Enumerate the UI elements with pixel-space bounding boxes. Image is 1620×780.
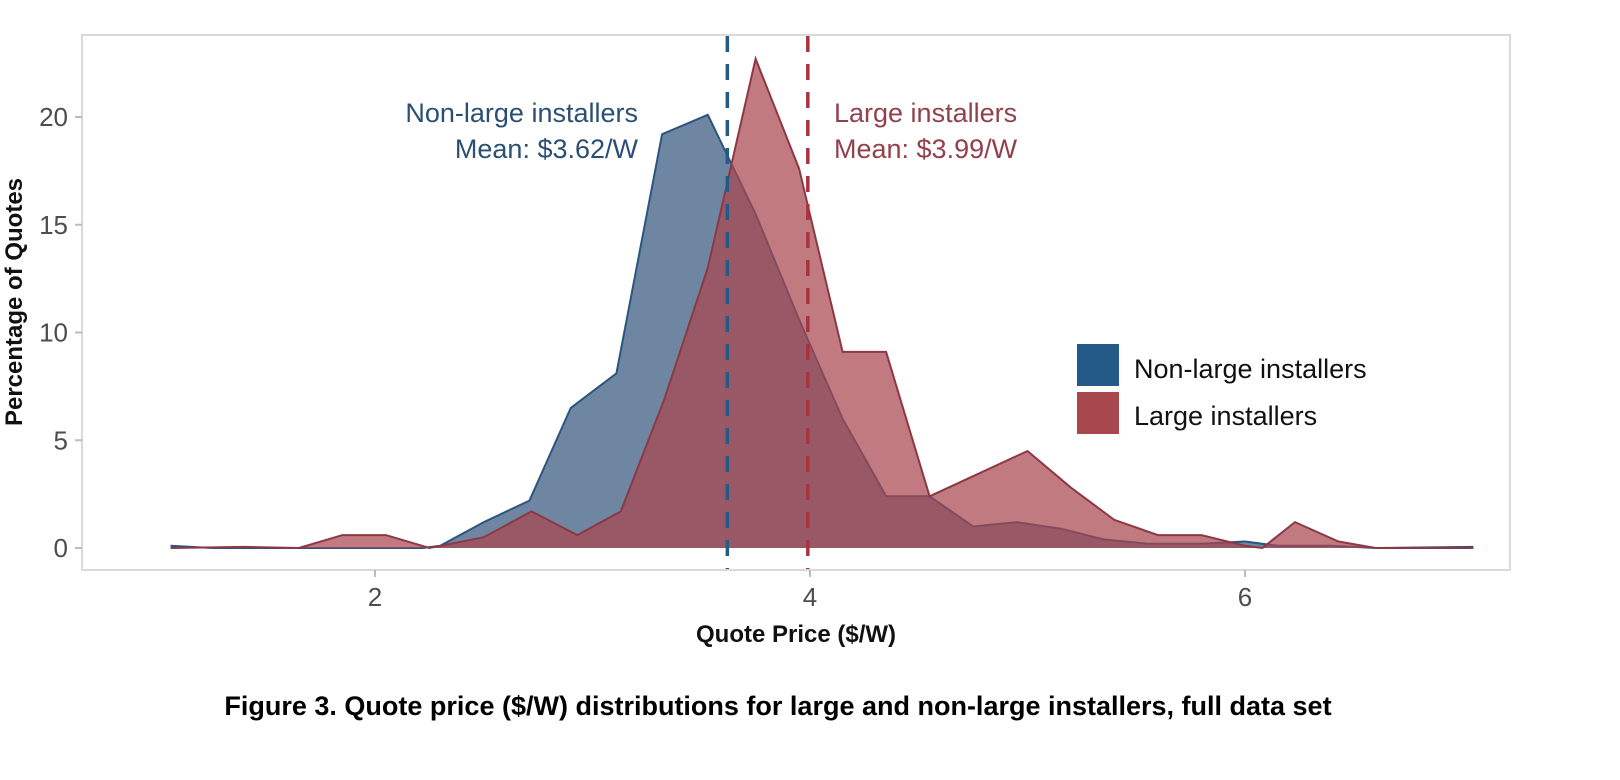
y-tick-label: 5 [54,425,68,455]
legend: Non-large installers Large installers [1077,344,1367,434]
line-large [170,55,1474,550]
y-tick-label: 10 [39,318,68,348]
legend-swatch-nonlarge [1077,344,1119,386]
x-tick-label: 6 [1238,582,1252,612]
annotation-nonlarge-line2: Mean: $3.62/W [455,134,639,164]
legend-label-nonlarge: Non-large installers [1134,354,1367,384]
y-tick-label: 0 [54,533,68,563]
annotation-large-line2: Mean: $3.99/W [834,134,1018,164]
y-tick-label: 15 [39,210,68,240]
axis-ticks: 2 4 6 0 5 10 15 20 [39,102,1252,612]
x-tick-label: 2 [368,582,382,612]
legend-label-large: Large installers [1134,401,1317,431]
x-tick-label: 4 [803,582,817,612]
area-large [170,58,1474,549]
x-axis-label: Quote Price ($/W) [696,621,896,648]
annotation-large-line1: Large installers [834,98,1017,128]
y-axis-label: Percentage of Quotes [1,178,28,426]
mean-lines [725,36,810,569]
legend-swatch-large [1077,392,1119,434]
y-tick-label: 20 [39,102,68,132]
annotation-nonlarge-line1: Non-large installers [405,98,638,128]
series-areas [170,55,1474,550]
figure-caption: Figure 3. Quote price ($/W) distribution… [224,691,1331,721]
